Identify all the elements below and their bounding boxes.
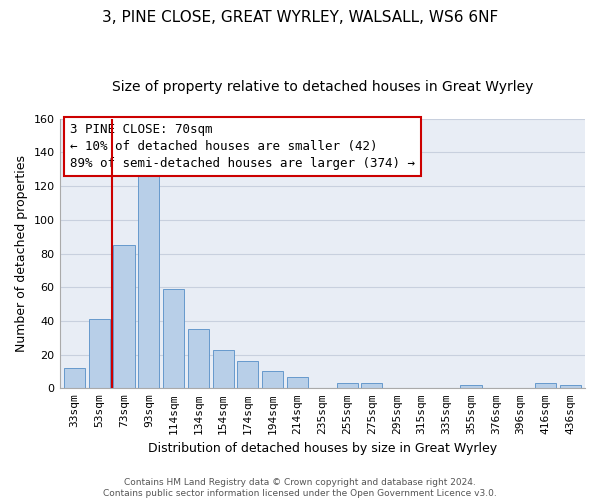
Y-axis label: Number of detached properties: Number of detached properties — [15, 155, 28, 352]
Bar — [287, 376, 308, 388]
Bar — [89, 319, 110, 388]
Bar — [262, 372, 283, 388]
Bar — [535, 384, 556, 388]
Bar — [64, 368, 85, 388]
X-axis label: Distribution of detached houses by size in Great Wyrley: Distribution of detached houses by size … — [148, 442, 497, 455]
Bar — [460, 385, 482, 388]
Bar — [188, 330, 209, 388]
Bar — [212, 350, 233, 389]
Bar — [113, 245, 134, 388]
Bar — [138, 174, 160, 388]
Text: 3 PINE CLOSE: 70sqm
← 10% of detached houses are smaller (42)
89% of semi-detach: 3 PINE CLOSE: 70sqm ← 10% of detached ho… — [70, 123, 415, 170]
Bar — [560, 385, 581, 388]
Bar — [361, 384, 382, 388]
Bar — [337, 384, 358, 388]
Text: 3, PINE CLOSE, GREAT WYRLEY, WALSALL, WS6 6NF: 3, PINE CLOSE, GREAT WYRLEY, WALSALL, WS… — [102, 10, 498, 25]
Bar — [163, 289, 184, 388]
Title: Size of property relative to detached houses in Great Wyrley: Size of property relative to detached ho… — [112, 80, 533, 94]
Bar — [238, 362, 259, 388]
Text: Contains HM Land Registry data © Crown copyright and database right 2024.
Contai: Contains HM Land Registry data © Crown c… — [103, 478, 497, 498]
